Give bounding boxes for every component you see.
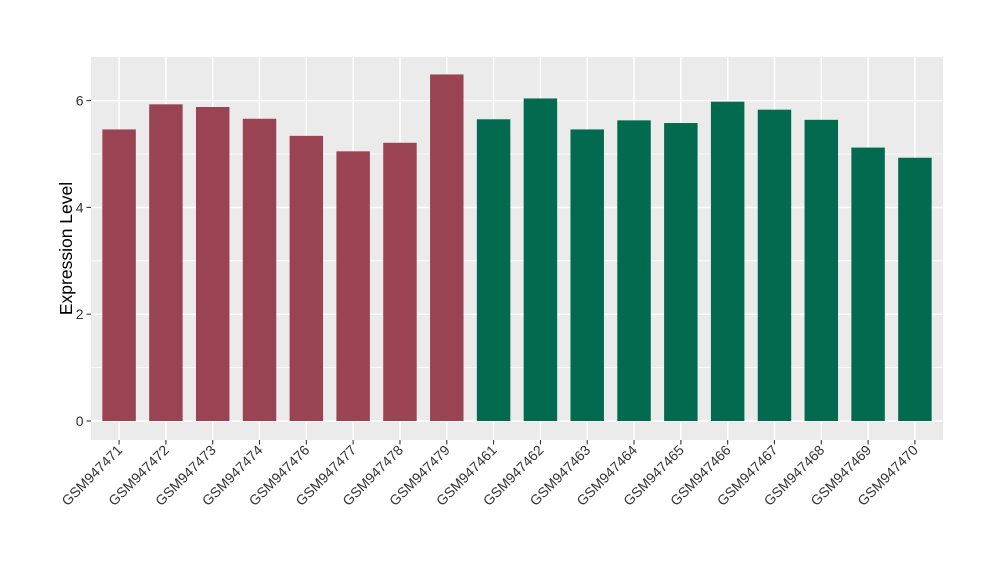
y-tick-label: 6: [76, 93, 84, 109]
bar-GSM947461: [476, 119, 511, 421]
y-tick-label: 4: [76, 199, 84, 215]
bar-GSM947476: [289, 135, 324, 421]
bar-GSM947469: [851, 147, 885, 422]
bar-GSM947470: [898, 157, 932, 421]
bar-GSM947473: [195, 107, 230, 422]
bar-GSM947474: [242, 118, 277, 422]
bar-GSM947462: [523, 98, 558, 422]
bar-GSM947477: [336, 151, 370, 421]
bar-GSM947471: [102, 129, 136, 421]
bar-GSM947464: [617, 120, 651, 421]
bar-GSM947472: [149, 104, 183, 421]
y-axis-title: Expression Level: [56, 182, 76, 315]
bar-GSM947466: [710, 101, 745, 421]
bar-GSM947467: [757, 109, 792, 421]
bar-GSM947478: [383, 142, 417, 421]
bar-GSM947479: [430, 74, 464, 422]
bar-GSM947463: [570, 129, 604, 421]
y-tick-label: 0: [76, 413, 84, 429]
y-tick-label: 2: [76, 306, 84, 322]
bar-GSM947465: [664, 123, 698, 421]
bar-GSM947468: [804, 119, 839, 421]
plot-panel: [91, 57, 943, 440]
